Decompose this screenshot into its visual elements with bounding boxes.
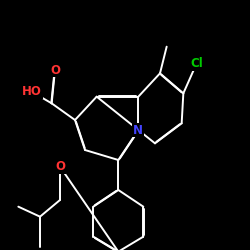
Text: N: N bbox=[133, 124, 143, 136]
Text: HO: HO bbox=[22, 85, 42, 98]
Text: O: O bbox=[55, 160, 65, 173]
Text: O: O bbox=[50, 64, 60, 76]
Text: Cl: Cl bbox=[190, 57, 203, 70]
